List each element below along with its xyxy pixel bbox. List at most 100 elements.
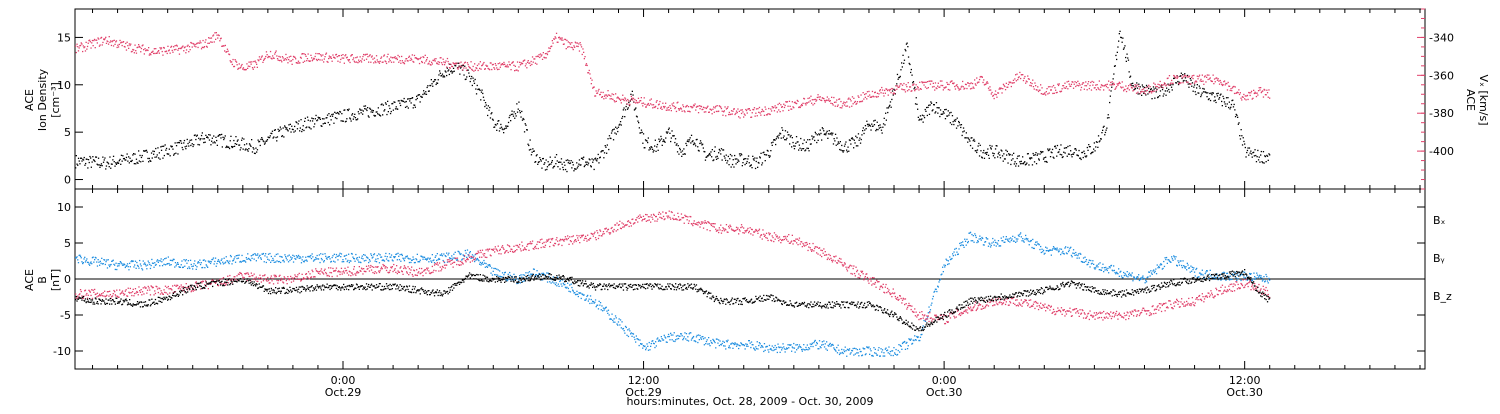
vx-point <box>283 57 284 58</box>
vx-point <box>397 55 398 56</box>
vx-point <box>174 49 175 50</box>
by-point <box>677 335 678 336</box>
ion-density-point <box>1154 88 1155 89</box>
vx-point <box>651 104 652 105</box>
by-point <box>168 263 169 264</box>
by-point <box>88 262 89 263</box>
ion-density-point <box>138 150 139 151</box>
vx-point <box>1243 94 1244 95</box>
ion-density-point <box>765 160 766 161</box>
by-point <box>100 263 101 264</box>
by-point <box>143 264 144 265</box>
ion-density-point <box>649 147 650 148</box>
vx-point <box>1155 86 1156 87</box>
vx-point <box>1263 96 1264 97</box>
ion-density-point <box>272 131 273 132</box>
ion-density-point <box>937 113 938 114</box>
by-point <box>928 306 929 307</box>
ion-density-point <box>873 120 874 121</box>
vx-point <box>830 103 831 104</box>
by-point <box>823 344 824 345</box>
ion-density-point <box>936 102 937 103</box>
vx-point <box>597 92 598 93</box>
top-right-y-tick-label: -380 <box>1429 107 1454 120</box>
vx-point <box>1202 81 1203 82</box>
vx-point <box>628 100 629 101</box>
by-point <box>729 347 730 348</box>
by-point <box>684 336 685 337</box>
ion-density-point <box>1071 156 1072 157</box>
vx-point <box>366 59 367 60</box>
ion-density-point <box>586 164 587 165</box>
vx-point <box>1143 88 1144 89</box>
ion-density-point <box>1022 156 1023 157</box>
ion-density-point <box>748 155 749 156</box>
by-point <box>586 298 587 299</box>
vx-point <box>1095 85 1096 86</box>
vx-point <box>994 98 995 99</box>
by-point <box>196 266 197 267</box>
ion-density-point <box>1095 146 1096 147</box>
ion-density-point <box>1014 163 1015 164</box>
ion-density-point <box>1037 153 1038 154</box>
vx-point <box>86 42 87 43</box>
vx-point <box>212 42 213 43</box>
vx-point <box>1169 75 1170 76</box>
vx-point <box>433 60 434 61</box>
by-point <box>956 252 957 253</box>
vx-point <box>684 111 685 112</box>
ion-density-point <box>738 159 739 160</box>
ion-density-point <box>1138 93 1139 94</box>
by-point <box>1020 232 1021 233</box>
by-point <box>91 263 92 264</box>
ion-density-point <box>852 137 853 138</box>
by-point <box>914 335 915 336</box>
vx-point <box>673 102 674 103</box>
by-point <box>365 255 366 256</box>
vx-point <box>1058 85 1059 86</box>
by-point <box>117 265 118 266</box>
by-point <box>523 274 524 275</box>
by-point <box>200 264 201 265</box>
vx-point <box>175 45 176 46</box>
vx-point <box>438 61 439 62</box>
by-point <box>718 339 719 340</box>
by-point <box>577 294 578 295</box>
vx-point <box>429 61 430 62</box>
vx-point <box>612 99 613 100</box>
by-point <box>369 259 370 260</box>
vx-point <box>612 93 613 94</box>
by-point <box>472 254 473 255</box>
by-point <box>932 298 933 299</box>
ion-density-point <box>124 158 125 159</box>
by-point <box>596 306 597 307</box>
vx-point <box>398 62 399 63</box>
vx-point <box>117 47 118 48</box>
ion-density-point <box>552 160 553 161</box>
ion-density-point <box>812 138 813 139</box>
by-point <box>265 253 266 254</box>
ion-density-point <box>566 160 567 161</box>
vx-point <box>443 61 444 62</box>
ion-density-point <box>786 138 787 139</box>
vx-point <box>79 47 80 48</box>
vx-point <box>916 88 917 89</box>
by-point <box>552 281 553 282</box>
by-point <box>958 248 959 249</box>
vx-point <box>907 90 908 91</box>
vx-point <box>873 96 874 97</box>
vx-point <box>973 88 974 89</box>
ion-density-point <box>811 143 812 144</box>
vx-point <box>336 54 337 55</box>
vx-point <box>679 110 680 111</box>
vx-point <box>216 32 217 33</box>
ion-density-point <box>539 157 540 158</box>
by-point <box>192 268 193 269</box>
vx-point <box>466 70 467 71</box>
ion-density-point <box>341 113 342 114</box>
vx-point <box>317 53 318 54</box>
vx-point <box>626 100 627 101</box>
vx-point <box>764 115 765 116</box>
ion-density-point <box>101 163 102 164</box>
by-point <box>407 255 408 256</box>
